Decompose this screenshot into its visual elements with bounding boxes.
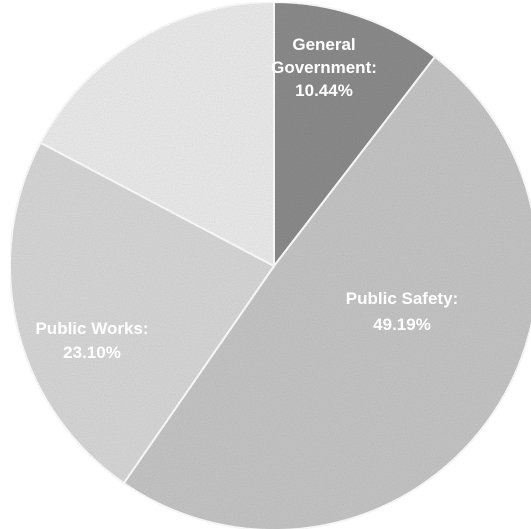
pie-slice-0 [273, 0, 437, 269]
pie-slice-1 [122, 55, 531, 529]
slice-label-line: 23.10% [63, 343, 121, 362]
slice-label-line: Public Safety: [346, 289, 458, 308]
slice-label-0: General Government: 10.44% [271, 35, 377, 100]
slice-label-1: Public Safety: 49.19% [346, 289, 458, 334]
slice-label-line: General [292, 35, 355, 54]
pie-slices [9, 0, 531, 529]
pie-slice-2 [9, 141, 276, 485]
slice-label-line: 49.19% [373, 315, 431, 334]
slice-label-2: Public Works: 23.10% [35, 319, 148, 362]
slice-label-line: Public Works: [35, 319, 148, 338]
slice-label-line: Government: [271, 58, 377, 77]
pie-slice-3 [39, 0, 275, 268]
pie-labels: General Government: 10.44% Public Safety: 49… [35, 35, 458, 362]
slice-label-line: 10.44% [295, 81, 353, 100]
